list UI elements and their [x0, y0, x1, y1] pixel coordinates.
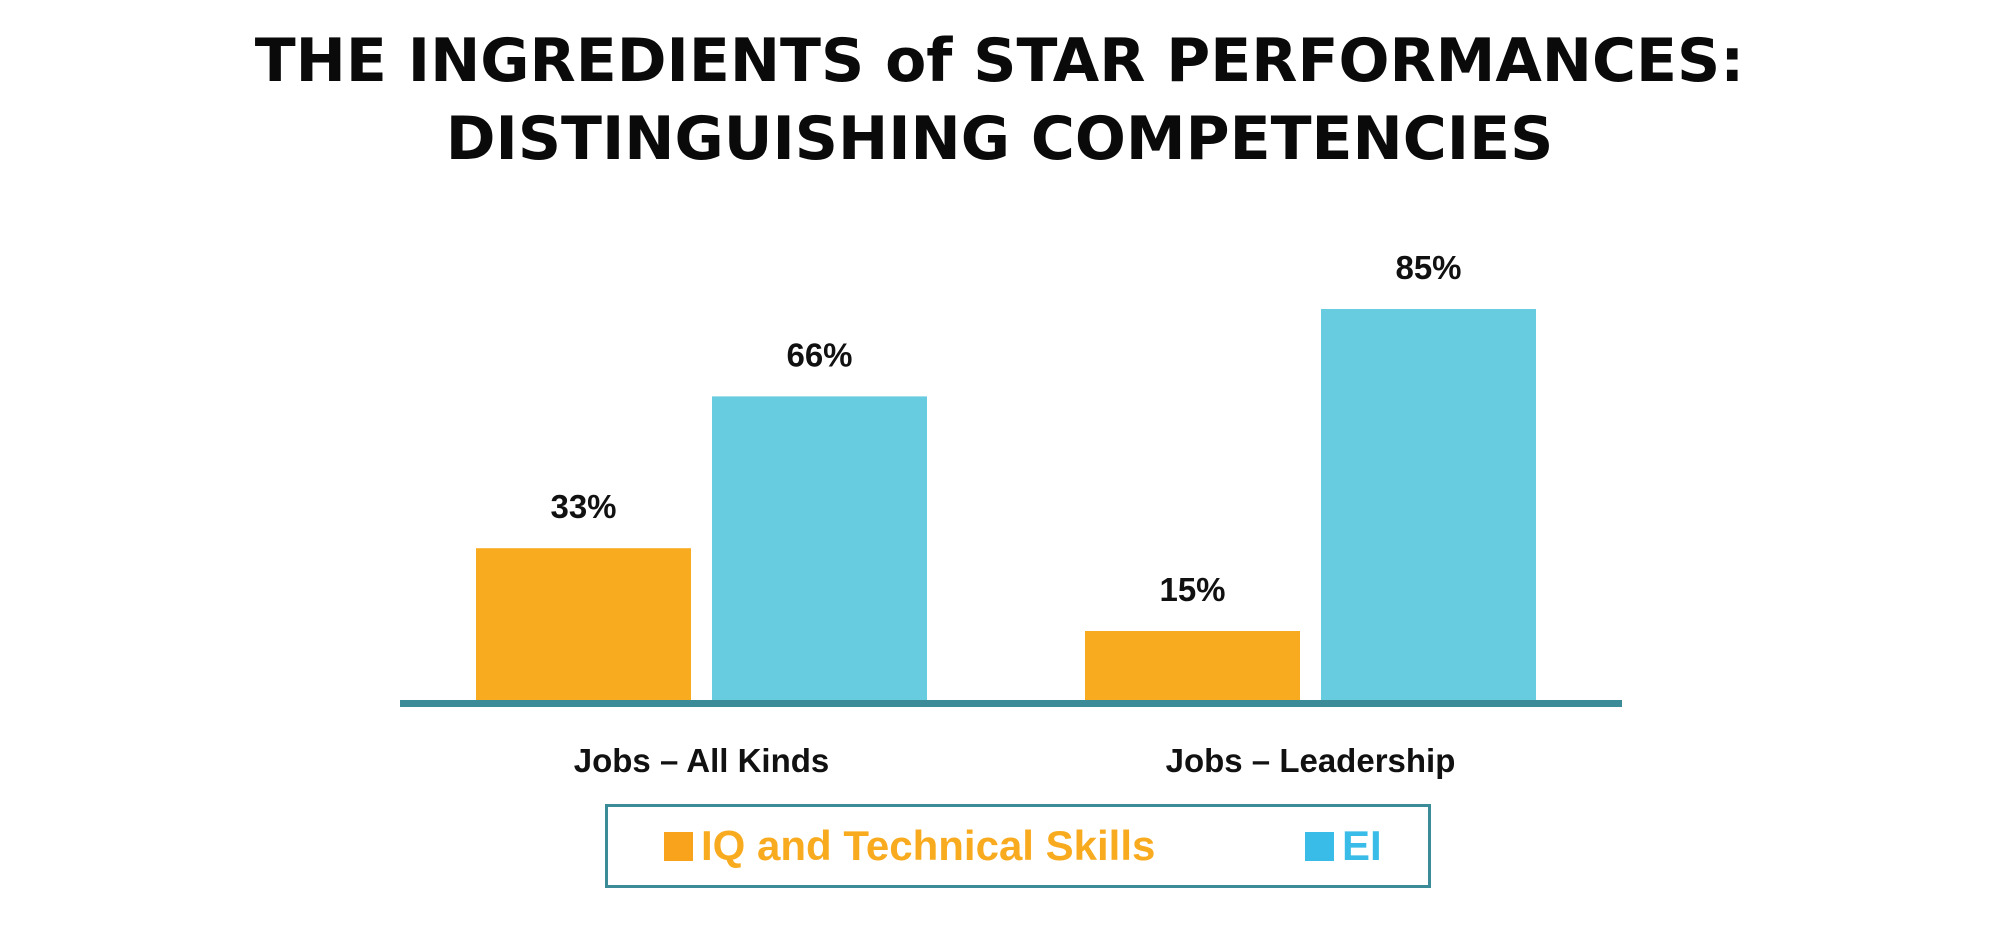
data-label-iq-1: 15% — [1159, 571, 1225, 608]
legend-label-iq: IQ and Technical Skills — [701, 822, 1156, 869]
legend: IQ and Technical Skills EI — [605, 804, 1431, 888]
legend-swatch-iq — [664, 831, 693, 861]
bar-iq-0 — [476, 548, 691, 700]
bar-ei-0 — [712, 396, 927, 700]
category-label-1: Jobs – Leadership — [1166, 742, 1456, 779]
chart-title-line-1: THE INGREDIENTS of STAR PERFORMANCES: — [254, 26, 1745, 96]
legend-item-ei: EI — [1305, 807, 1382, 885]
data-label-ei-0: 66% — [786, 336, 852, 373]
chart-title-line-2: DISTINGUISHING COMPETENCIES — [445, 104, 1554, 174]
chart-title: THE INGREDIENTS of STAR PERFORMANCES: DI… — [0, 22, 1999, 178]
category-label-0: Jobs – All Kinds — [574, 742, 830, 779]
legend-item-iq: IQ and Technical Skills — [664, 807, 1155, 885]
data-label-ei-1: 85% — [1395, 249, 1461, 286]
legend-label-ei: EI — [1342, 822, 1382, 869]
legend-swatch-ei — [1305, 831, 1334, 861]
bar-iq-1 — [1085, 631, 1300, 700]
data-label-iq-0: 33% — [550, 488, 616, 525]
bar-ei-1 — [1321, 309, 1536, 700]
x-axis-baseline — [400, 700, 1622, 707]
